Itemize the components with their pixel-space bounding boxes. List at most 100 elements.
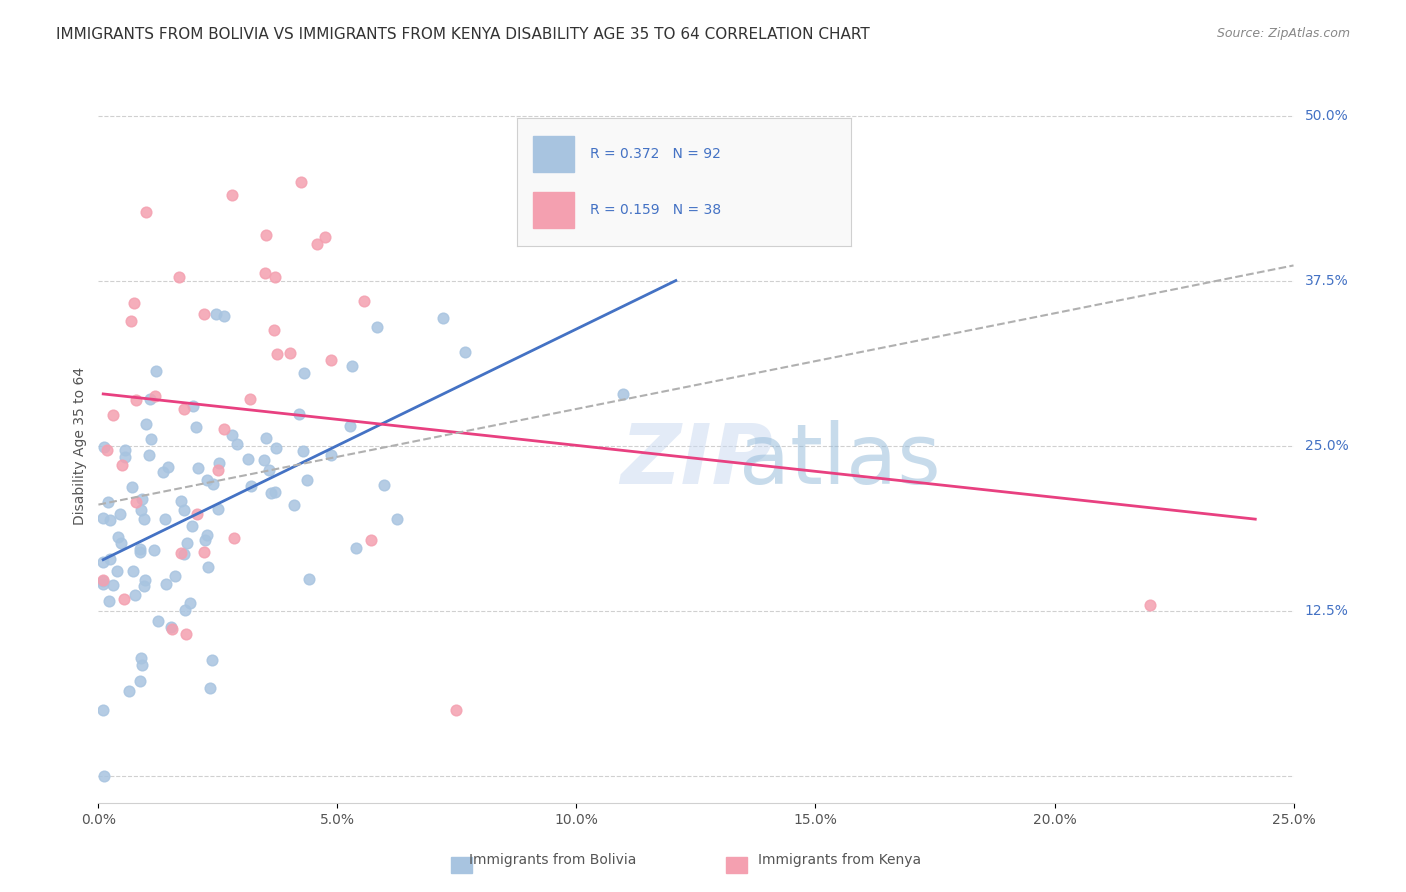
Point — [297, 473, 319, 487]
Point — [91, 703, 114, 717]
Point — [224, 531, 246, 545]
Point — [96, 443, 118, 458]
Point — [97, 495, 120, 509]
Point — [131, 657, 153, 672]
Text: Immigrants from Bolivia: Immigrants from Bolivia — [468, 853, 637, 867]
Point — [173, 603, 195, 617]
Point — [444, 703, 467, 717]
Point — [91, 577, 114, 591]
Point — [91, 511, 114, 525]
Point — [207, 502, 229, 516]
Text: 25.0%: 25.0% — [1305, 439, 1348, 453]
Point — [145, 364, 167, 378]
Point — [146, 615, 169, 629]
Point — [201, 653, 224, 667]
Point — [194, 533, 217, 548]
Point — [287, 408, 309, 422]
Point — [207, 463, 229, 477]
Point — [93, 769, 115, 783]
Point — [91, 573, 114, 587]
Point — [353, 293, 375, 308]
Text: Source: ZipAtlas.com: Source: ZipAtlas.com — [1216, 27, 1350, 40]
Point — [195, 473, 218, 487]
Point — [263, 485, 285, 500]
Point — [108, 507, 131, 521]
Point — [205, 307, 228, 321]
Text: 37.5%: 37.5% — [1305, 274, 1348, 288]
Point — [257, 463, 280, 477]
Point — [180, 518, 202, 533]
Point — [91, 574, 114, 589]
Point — [125, 392, 148, 407]
FancyBboxPatch shape — [725, 857, 748, 872]
Point — [129, 503, 152, 517]
Point — [283, 498, 305, 512]
Point — [208, 456, 231, 470]
Point — [98, 551, 121, 566]
Point — [298, 572, 321, 586]
Point — [107, 530, 129, 544]
Point — [134, 512, 156, 526]
Point — [253, 266, 276, 280]
Y-axis label: Disability Age 35 to 64: Disability Age 35 to 64 — [73, 367, 87, 525]
Point — [135, 417, 157, 432]
Point — [181, 399, 204, 413]
Point — [162, 623, 184, 637]
Point — [195, 528, 218, 542]
Point — [135, 205, 157, 219]
Point — [169, 270, 191, 285]
Point — [179, 596, 201, 610]
Point — [155, 577, 177, 591]
Point — [160, 620, 183, 634]
Point — [212, 422, 235, 436]
Point — [314, 230, 336, 244]
Point — [1139, 598, 1161, 612]
Point — [221, 188, 243, 202]
Point — [170, 494, 193, 508]
Point — [155, 511, 177, 525]
Point — [290, 175, 312, 189]
Point — [321, 353, 343, 368]
Point — [278, 346, 301, 360]
Point — [360, 533, 382, 548]
Point — [263, 270, 285, 285]
Point — [266, 347, 288, 361]
Point — [122, 565, 145, 579]
Text: Immigrants from Kenya: Immigrants from Kenya — [758, 853, 921, 867]
Point — [143, 388, 166, 402]
Point — [174, 627, 197, 641]
Point — [612, 387, 634, 401]
Point — [91, 555, 114, 569]
Point — [93, 440, 115, 454]
Point — [198, 681, 221, 695]
Point — [120, 314, 142, 328]
Point — [340, 359, 363, 374]
Point — [193, 544, 215, 558]
Text: 50.0%: 50.0% — [1305, 109, 1348, 122]
Point — [186, 507, 208, 521]
Point — [141, 432, 163, 446]
Point — [254, 431, 277, 445]
Point — [197, 559, 219, 574]
Text: 12.5%: 12.5% — [1305, 604, 1348, 618]
Point — [157, 460, 180, 475]
Point — [221, 427, 243, 442]
Point — [152, 465, 174, 479]
Point — [173, 503, 195, 517]
Point — [173, 401, 195, 416]
Point — [240, 478, 263, 492]
Point — [385, 511, 408, 525]
Point — [252, 453, 274, 467]
Point — [263, 323, 285, 337]
Point — [176, 536, 198, 550]
Point — [103, 409, 125, 423]
Text: ZIP: ZIP — [620, 420, 772, 500]
Point — [98, 513, 121, 527]
Point — [432, 310, 454, 325]
Point — [111, 458, 134, 472]
FancyBboxPatch shape — [451, 857, 472, 872]
Point — [366, 320, 388, 334]
Point — [132, 579, 155, 593]
Point — [254, 227, 277, 242]
Text: atlas: atlas — [738, 420, 941, 500]
